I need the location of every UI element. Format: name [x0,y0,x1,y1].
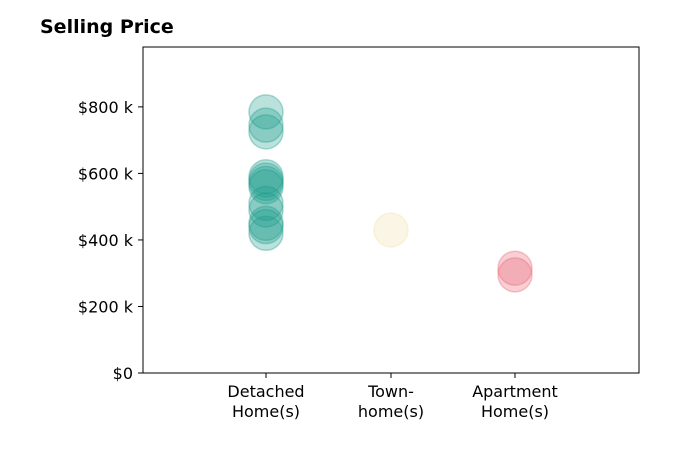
x-tick-label: Detached Home(s) [227,382,304,421]
data-point [248,168,284,205]
data-point [497,250,533,286]
data-point [248,215,284,252]
data-point [248,185,284,222]
data-point [248,208,284,245]
data-point [248,165,284,202]
y-axis: $0 $200 k $400 k $600 k $800 k [78,98,143,383]
y-tick-label: $800 k [78,98,134,117]
y-tick-label: $600 k [78,164,134,183]
data-points [248,94,533,293]
data-point [497,257,533,293]
x-axis: Detached Home(s) Town-home(s) Apartment Home… [227,373,558,421]
chart-title: Selling Price [40,16,174,38]
x-tick-label: Apartment Home(s) [472,382,558,421]
data-point [248,94,284,130]
data-point [248,114,284,150]
y-tick-label: $200 k [78,297,134,316]
x-tick-label: Town-home(s) [358,382,424,421]
plot-frame [142,46,640,374]
y-tick-label: $400 k [78,231,134,250]
data-point [248,205,284,242]
data-point [248,192,284,228]
data-point [248,162,284,198]
data-point [248,158,284,195]
data-point [248,107,284,143]
y-tick-label: $0 [113,364,133,383]
data-point [373,212,409,248]
